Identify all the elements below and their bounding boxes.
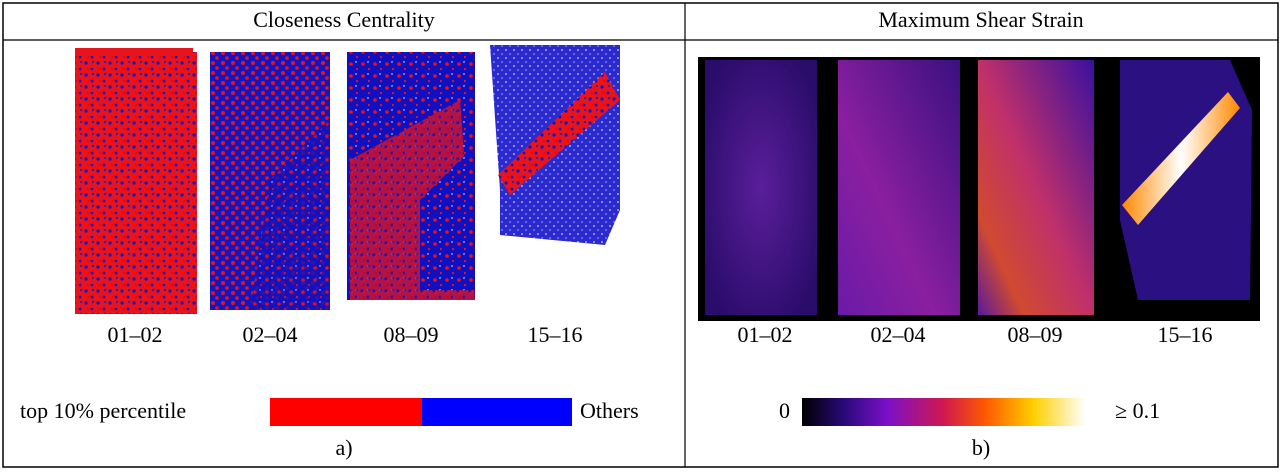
caption: a) (335, 435, 352, 460)
colorbar-label: 0 (779, 398, 790, 423)
specimen-label: 02–04 (871, 322, 926, 347)
strain-images (698, 57, 1260, 321)
caption: b) (972, 435, 990, 460)
specimen-label: 08–09 (1008, 322, 1063, 347)
panel-title: Closeness Centrality (253, 7, 434, 32)
scatter-images (75, 45, 620, 314)
specimen-label: 08–09 (384, 322, 439, 347)
specimen-label: 15–16 (528, 322, 583, 347)
specimen-label: 01–02 (108, 322, 163, 347)
legend-label: top 10% percentile (20, 398, 186, 423)
specimen-label: 01–02 (738, 322, 793, 347)
legend-label: Others (580, 398, 639, 423)
legend-swatch (422, 398, 572, 426)
frame (2, 2, 1279, 468)
specimen-label: 15–16 (1158, 322, 1213, 347)
legend-swatch (270, 398, 422, 426)
specimen-label: 02–04 (243, 322, 298, 347)
panel-title: Maximum Shear Strain (878, 7, 1083, 32)
colorbar-label: ≥ 0.1 (1115, 398, 1160, 423)
colorbar (802, 398, 1085, 426)
